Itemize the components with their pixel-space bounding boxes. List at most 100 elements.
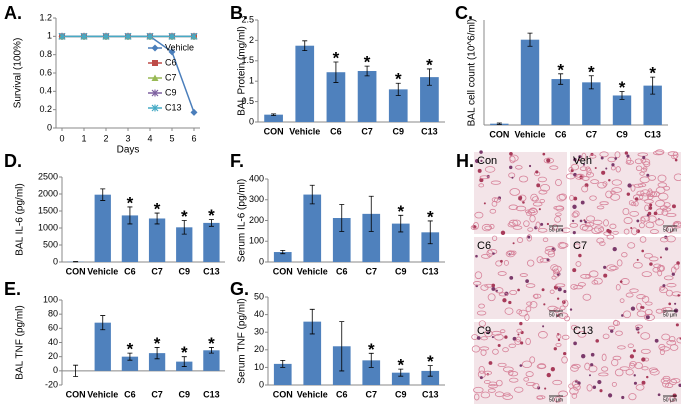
tissue-cell bbox=[555, 212, 562, 217]
tissue-cell bbox=[540, 183, 551, 192]
x-tick-label: Vehicle bbox=[87, 266, 118, 276]
tissue-cell bbox=[554, 396, 562, 403]
tissue-cell bbox=[660, 377, 671, 384]
nucleus bbox=[678, 383, 681, 387]
tissue-cell bbox=[509, 289, 518, 296]
nucleus bbox=[649, 262, 653, 266]
panel-label: D. bbox=[4, 151, 22, 171]
tissue-cell bbox=[536, 363, 547, 370]
scale-label: 50 µm bbox=[663, 312, 677, 318]
tissue-cell bbox=[516, 328, 523, 334]
tissue-cell bbox=[655, 218, 665, 226]
error-bar bbox=[427, 365, 433, 377]
nucleus bbox=[606, 228, 610, 233]
nucleus bbox=[599, 389, 603, 393]
nucleus bbox=[512, 242, 515, 245]
nucleus bbox=[627, 183, 632, 188]
nucleus bbox=[512, 336, 517, 341]
nucleus bbox=[632, 349, 636, 353]
tissue-cell bbox=[623, 228, 630, 235]
tissue-cell bbox=[478, 183, 485, 188]
error-bar bbox=[364, 65, 370, 77]
error-bar bbox=[280, 249, 286, 255]
tissue-cell bbox=[659, 346, 670, 352]
tissue-cell bbox=[471, 345, 481, 353]
nucleus bbox=[500, 230, 506, 236]
significance-marker: * bbox=[181, 207, 188, 226]
nucleus bbox=[583, 219, 586, 222]
x-tick-label: C6 bbox=[330, 126, 342, 136]
tissue-cell bbox=[561, 334, 570, 340]
error-bar bbox=[280, 359, 286, 368]
nucleus bbox=[648, 206, 653, 210]
panel-label: G. bbox=[230, 279, 249, 299]
tissue-cell bbox=[582, 293, 592, 301]
error-bar bbox=[398, 368, 404, 377]
bar bbox=[264, 114, 283, 122]
point bbox=[102, 32, 110, 40]
point bbox=[151, 104, 159, 112]
error-bar bbox=[426, 68, 432, 86]
tissue-cell bbox=[536, 256, 544, 264]
y-axis-label: Survival (100%) bbox=[13, 38, 24, 109]
tissue-cell bbox=[472, 221, 479, 230]
error-bar bbox=[427, 220, 433, 245]
tissue-cell bbox=[593, 277, 603, 285]
tissue-cell bbox=[509, 188, 521, 196]
tissue-cell bbox=[508, 204, 519, 210]
y-tick-label: 2000 bbox=[38, 188, 58, 198]
tissue-cell bbox=[669, 396, 676, 402]
y-tick-label: 80 bbox=[48, 309, 58, 319]
point bbox=[151, 74, 159, 81]
nucleus bbox=[677, 294, 680, 297]
x-tick-label: 6 bbox=[191, 133, 196, 143]
tissue-cell bbox=[635, 384, 645, 391]
nucleus bbox=[584, 220, 587, 224]
tissue-cell bbox=[611, 179, 622, 186]
nucleus bbox=[497, 343, 501, 347]
tissue-cell bbox=[507, 369, 514, 376]
tissue-cell bbox=[549, 289, 555, 294]
tissue-cell bbox=[494, 287, 504, 294]
tissue-cell bbox=[581, 185, 589, 193]
chart-panel: E. BAL TNF (pg/ml) -20 0 20 40 60 80 100 CON Vehic… bbox=[4, 279, 225, 399]
tissue-cell bbox=[659, 236, 669, 243]
nucleus bbox=[671, 272, 675, 276]
y-tick-label: 1500 bbox=[38, 205, 58, 215]
bar bbox=[391, 372, 410, 385]
tissue-cell bbox=[648, 367, 659, 373]
tissue-cell bbox=[577, 282, 586, 287]
nucleus bbox=[556, 314, 560, 317]
tissue-cell bbox=[555, 342, 562, 347]
nucleus bbox=[572, 204, 577, 209]
legend-label: Vehicle bbox=[165, 42, 194, 52]
scale-label: 50 µm bbox=[549, 227, 563, 233]
tissue-cell bbox=[665, 289, 673, 297]
x-tick-label: 4 bbox=[147, 133, 152, 143]
bar bbox=[121, 356, 139, 371]
tissue-cell bbox=[586, 215, 596, 222]
x-tick-label: 2 bbox=[103, 133, 108, 143]
tissue-cell bbox=[636, 310, 647, 318]
nucleus bbox=[483, 202, 486, 205]
tissue-cell bbox=[619, 298, 625, 303]
nucleus bbox=[563, 289, 567, 294]
nucleus bbox=[479, 150, 483, 154]
nucleus bbox=[544, 387, 547, 390]
tissue-cell bbox=[652, 267, 660, 273]
nucleus bbox=[668, 302, 672, 306]
nucleus bbox=[528, 164, 532, 168]
tissue-cell bbox=[640, 189, 651, 197]
nucleus bbox=[557, 338, 561, 342]
error-bar bbox=[100, 315, 106, 331]
y-tick-label: 40 bbox=[48, 337, 58, 347]
tissue-cell bbox=[629, 361, 637, 367]
y-axis-label: BAL Protein (mg/ml) bbox=[237, 26, 248, 116]
nucleus bbox=[509, 275, 514, 280]
significance-marker: * bbox=[333, 49, 340, 68]
nucleus bbox=[522, 201, 525, 204]
panel-label: C. bbox=[455, 3, 473, 23]
tissue-cell bbox=[664, 383, 674, 388]
tissue-cell bbox=[602, 181, 608, 187]
x-tick-label: Vehicle bbox=[289, 126, 320, 136]
